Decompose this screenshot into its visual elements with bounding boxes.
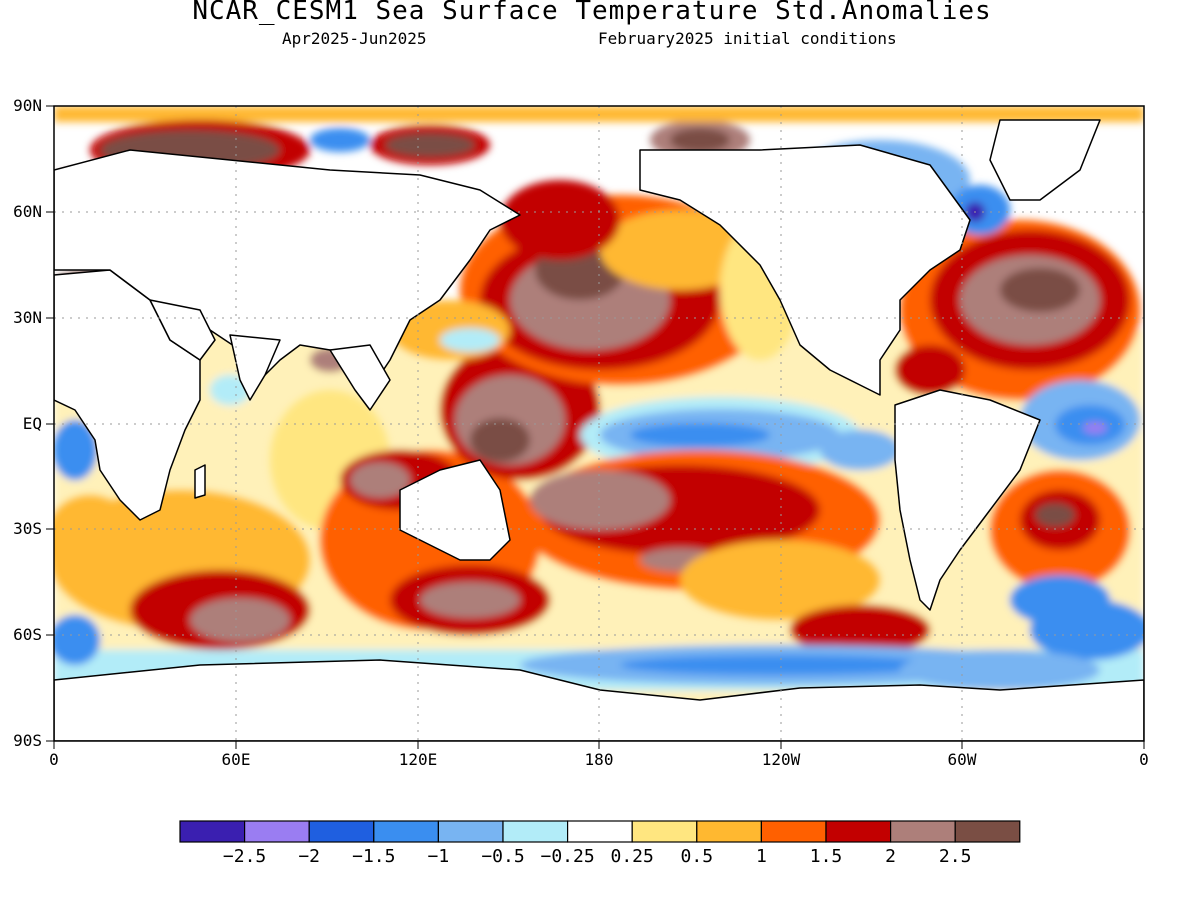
lat-label-60s: 60S xyxy=(13,625,42,644)
lon-label-180: 180 xyxy=(584,750,614,769)
colorbar-swatch xyxy=(566,820,633,843)
colorbar-tick-label: −2 xyxy=(298,846,321,867)
lat-label-90n: 90N xyxy=(13,96,42,115)
madagascar-landmass xyxy=(194,464,206,499)
colorbar-swatch xyxy=(954,820,1021,843)
colorbar-tick-label: 2.5 xyxy=(938,846,972,867)
colorbar-swatch xyxy=(889,820,956,843)
axis-ticks xyxy=(46,105,1145,749)
colorbar-swatch xyxy=(631,820,698,843)
colorbar-tick-label: −1 xyxy=(427,846,450,867)
colorbar xyxy=(179,820,1021,843)
colorbar-swatch xyxy=(308,820,375,843)
lon-label-60e: 60E xyxy=(221,750,251,769)
colorbar-tick-label: 0.25 xyxy=(610,846,654,867)
lat-label-30n: 30N xyxy=(13,308,42,327)
lat-label-30s: 30S xyxy=(13,519,42,538)
north-america-landmass xyxy=(639,144,971,396)
colorbar-tick-label: 0.5 xyxy=(680,846,714,867)
antarctica-landmass xyxy=(54,659,1144,741)
lat-label-90s: 90S xyxy=(13,731,42,750)
greenland-landmass xyxy=(989,119,1101,201)
colorbar-swatch xyxy=(437,820,504,843)
colorbar-tick-label: 1.5 xyxy=(809,846,843,867)
lon-label-0-west: 0 xyxy=(49,750,59,769)
colorbar-tick-label: 1 xyxy=(755,846,767,867)
map-title: NCAR_CESM1 Sea Surface Temperature Std.A… xyxy=(192,0,992,26)
lat-label-eq: EQ xyxy=(22,414,42,433)
forecast-period: Apr2025-Jun2025 xyxy=(282,29,427,48)
australia-landmass xyxy=(399,459,511,561)
colorbar-swatch xyxy=(502,820,569,843)
arabia-landmass xyxy=(149,299,216,361)
graticule xyxy=(54,106,1144,741)
lat-label-60n: 60N xyxy=(13,202,42,221)
lon-label-120e: 120E xyxy=(398,750,438,769)
ocean-anomaly-field xyxy=(54,106,1144,741)
colorbar-swatch xyxy=(244,820,310,843)
colorbar-tick-label: 2 xyxy=(885,846,897,867)
lon-label-120w: 120W xyxy=(761,750,801,769)
land-masses xyxy=(54,119,1144,741)
lon-label-60w: 60W xyxy=(947,750,977,769)
lon-label-0-east: 0 xyxy=(1139,750,1149,769)
colorbar-tick-label: −1.5 xyxy=(352,846,396,867)
colorbar-swatch xyxy=(760,820,827,843)
colorbar-tick-label: −0.5 xyxy=(481,846,525,867)
colorbar-swatch xyxy=(373,820,439,843)
colorbar-swatch xyxy=(696,820,762,843)
colorbar-tick-label: −2.5 xyxy=(222,846,267,867)
indochina-landmass xyxy=(329,344,391,411)
colorbar-swatch xyxy=(825,820,892,843)
india-landmass xyxy=(229,334,281,401)
colorbar-swatch xyxy=(179,820,246,843)
initial-conditions: February2025 initial conditions xyxy=(598,29,897,48)
colorbar-tick-label: −0.25 xyxy=(540,846,595,867)
south-america-landmass xyxy=(894,389,1041,611)
